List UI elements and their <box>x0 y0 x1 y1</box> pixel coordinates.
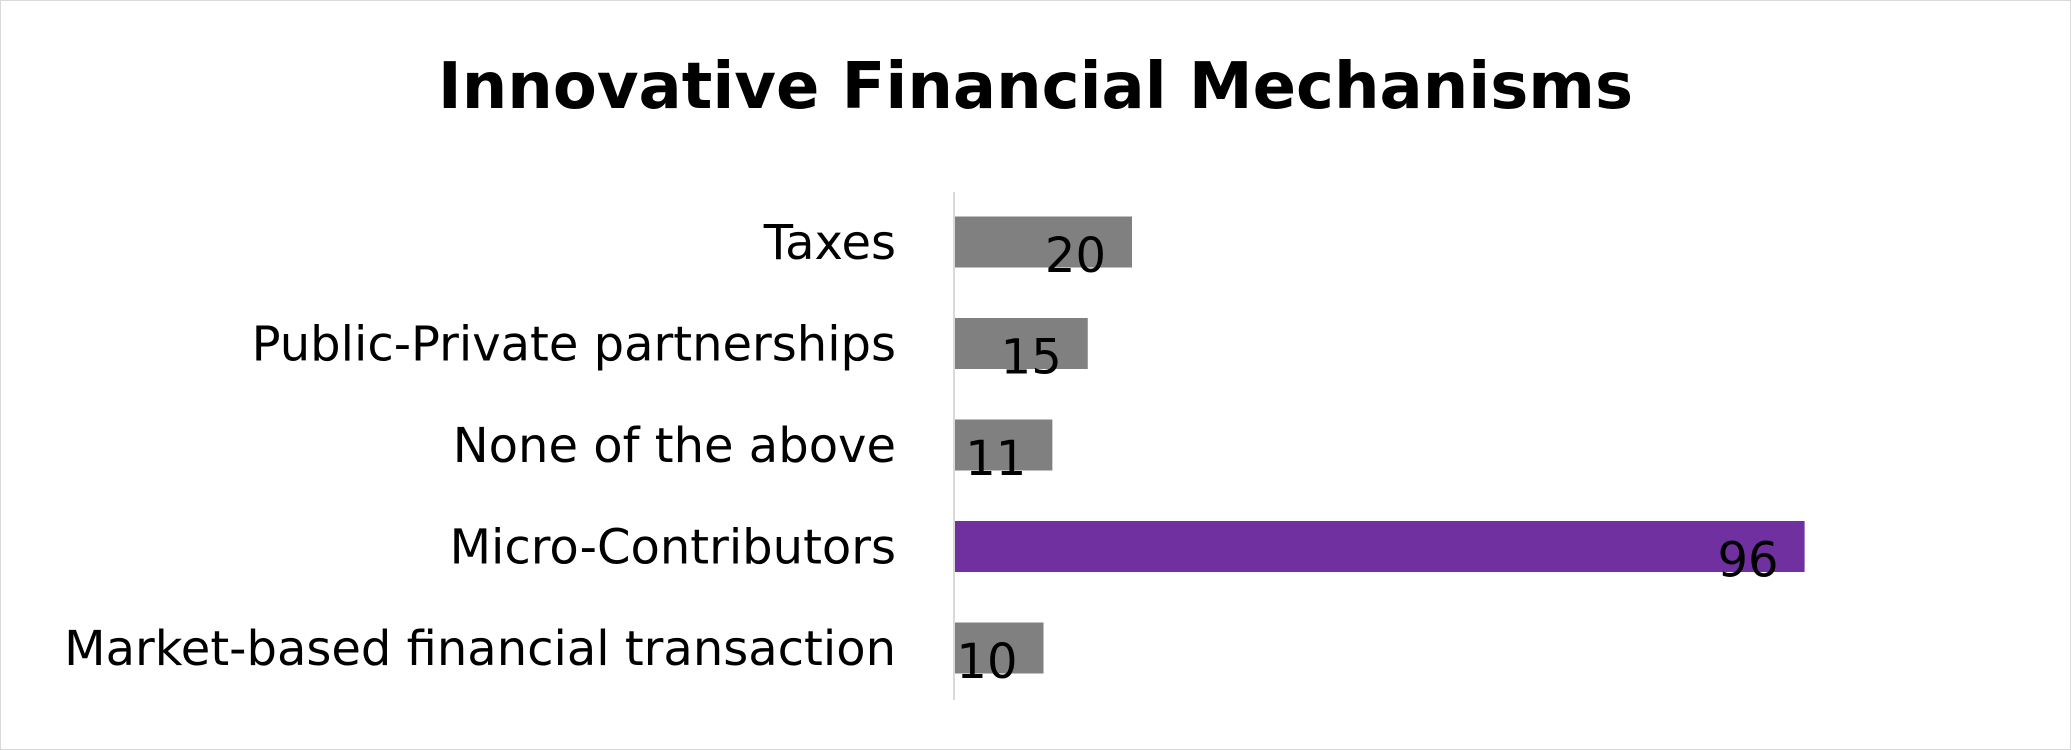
value-label-market-based-financial-transaction: 10 <box>956 634 1017 690</box>
category-label-market-based-financial-transaction: Market-based financial transaction <box>64 621 896 677</box>
bar-none-of-the-above <box>955 419 1053 471</box>
value-label-taxes: 20 <box>1045 228 1106 284</box>
chart-title: Innovative Financial Mechanisms <box>437 50 1634 124</box>
category-label-micro-contributors: Micro-Contributors <box>450 520 896 576</box>
bar-public-private-partnerships <box>955 318 1088 369</box>
category-label-none-of-the-above: None of the above <box>453 418 896 474</box>
bars-layer: Taxes 20 Public-Private partnerships 15 None… <box>64 215 1805 690</box>
bar-taxes <box>955 216 1132 268</box>
value-label-public-private-partnerships: 15 <box>1001 330 1062 386</box>
value-label-none-of-the-above: 11 <box>965 431 1026 487</box>
category-label-public-private-partnerships: Public-Private partnerships <box>252 317 896 373</box>
category-label-taxes: Taxes <box>763 215 896 271</box>
bar-micro-contributors <box>955 521 1805 572</box>
value-label-micro-contributors: 96 <box>1718 533 1779 589</box>
bar-market-based-financial-transaction <box>955 622 1044 674</box>
